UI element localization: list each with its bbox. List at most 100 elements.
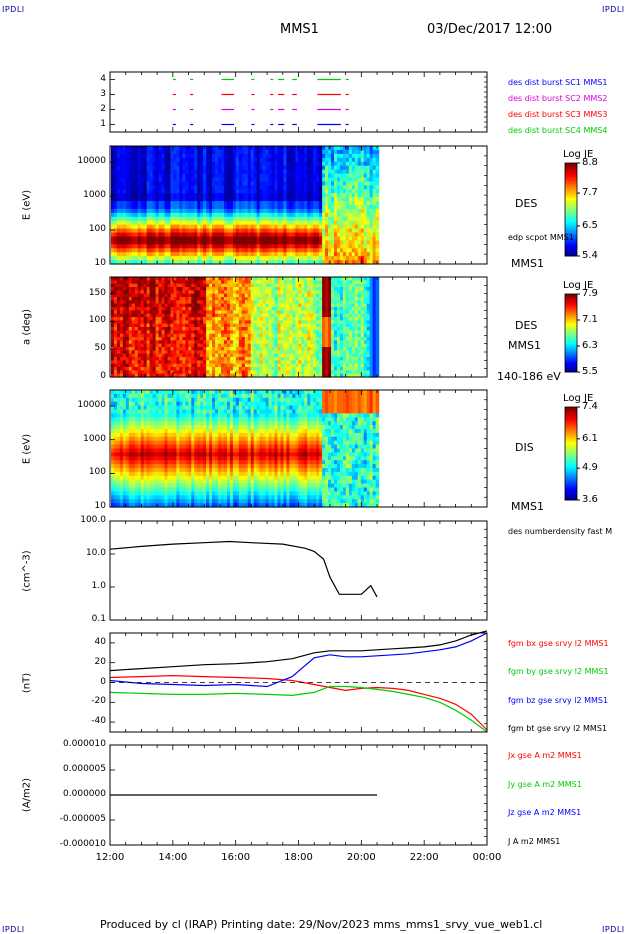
heatmap-cell bbox=[155, 248, 160, 253]
heatmap-cell bbox=[283, 208, 288, 214]
heatmap-cell bbox=[298, 220, 302, 226]
heatmap-cell bbox=[247, 353, 252, 358]
heatmap-cell bbox=[149, 353, 154, 358]
heatmap-cell bbox=[215, 340, 219, 345]
heatmap-cell bbox=[274, 256, 279, 261]
heatmap-cell bbox=[203, 283, 207, 288]
heatmap-cell bbox=[140, 323, 145, 328]
heatmap-cell bbox=[122, 220, 127, 226]
heatmap-cell bbox=[155, 173, 160, 179]
heatmap-cell bbox=[283, 244, 288, 249]
heatmap-cell bbox=[280, 201, 285, 206]
heatmap-cell bbox=[322, 220, 326, 226]
heatmap-cell bbox=[238, 153, 243, 159]
heatmap-cell bbox=[140, 287, 145, 291]
heatmap-cell bbox=[215, 169, 219, 175]
heatmap-cell bbox=[143, 256, 148, 261]
heatmap-cell bbox=[161, 224, 166, 230]
heatmap-cell bbox=[289, 146, 293, 151]
heatmap-cell bbox=[229, 208, 234, 214]
heatmap-cell bbox=[152, 350, 157, 355]
heatmap-cell bbox=[322, 244, 326, 249]
heatmap-cell bbox=[232, 287, 237, 291]
heatmap-cell bbox=[274, 287, 279, 291]
heatmap-cell bbox=[218, 343, 222, 348]
heatmap-cell bbox=[262, 307, 267, 311]
heatmap-cell bbox=[369, 197, 374, 202]
heatmap-cell bbox=[125, 333, 130, 338]
heatmap-cell bbox=[310, 220, 314, 226]
heatmap-cell bbox=[170, 220, 175, 226]
heatmap-cell bbox=[259, 340, 264, 345]
heatmap-cell bbox=[354, 193, 359, 198]
heatmap-cell bbox=[116, 208, 121, 214]
heatmap-cell bbox=[209, 353, 213, 358]
heatmap-cell bbox=[229, 228, 234, 234]
heatmap-cell bbox=[286, 307, 291, 311]
heatmap-cell bbox=[271, 165, 276, 171]
heatmap-cell bbox=[158, 228, 163, 234]
heatmap-cell bbox=[298, 290, 302, 295]
heatmap-cell bbox=[292, 201, 296, 206]
heatmap-cell bbox=[191, 220, 195, 226]
heatmap-cell bbox=[146, 169, 151, 175]
heatmap-cell bbox=[241, 300, 246, 305]
heatmap-cell bbox=[250, 232, 255, 238]
heatmap-cell bbox=[134, 293, 139, 298]
heatmap-cell bbox=[280, 232, 285, 238]
heatmap-cell bbox=[122, 350, 127, 355]
heatmap-cell bbox=[134, 297, 139, 301]
heatmap-cell bbox=[345, 216, 350, 222]
heatmap-cell bbox=[232, 185, 237, 190]
heatmap-cell bbox=[238, 173, 243, 179]
heatmap-cell bbox=[191, 185, 195, 190]
heatmap-cell bbox=[235, 260, 240, 265]
heatmap-cell bbox=[313, 201, 317, 206]
heatmap-cell bbox=[348, 169, 353, 175]
heatmap-cell bbox=[342, 205, 347, 210]
heatmap-cell bbox=[238, 236, 243, 241]
heatmap-cell bbox=[212, 232, 216, 238]
heatmap-cell bbox=[262, 165, 267, 171]
heatmap-cell bbox=[280, 357, 285, 361]
heatmap-cell bbox=[235, 317, 240, 321]
heatmap-cell bbox=[286, 350, 291, 355]
heatmap-cell bbox=[223, 208, 228, 214]
heatmap-cell bbox=[128, 317, 133, 321]
heatmap-cell bbox=[247, 208, 252, 214]
heatmap-cell bbox=[209, 189, 213, 194]
heatmap-cell bbox=[295, 333, 299, 338]
heatmap-cell bbox=[218, 287, 222, 291]
heatmap-cell bbox=[137, 353, 142, 358]
heatmap-cell bbox=[179, 287, 183, 291]
heatmap-cell bbox=[149, 280, 154, 285]
heatmap-cell bbox=[336, 146, 341, 151]
heatmap-cell bbox=[229, 370, 234, 375]
heatmap-cell bbox=[191, 177, 195, 182]
heatmap-cell bbox=[161, 236, 166, 241]
heatmap-cell bbox=[268, 373, 273, 378]
heatmap-cell bbox=[188, 173, 192, 179]
heatmap-cell bbox=[119, 280, 124, 285]
heatmap-cell bbox=[137, 256, 142, 261]
heatmap-cell bbox=[316, 216, 320, 222]
heatmap-cell bbox=[218, 320, 222, 325]
heatmap-cell bbox=[328, 193, 332, 198]
heatmap-cell bbox=[265, 201, 270, 206]
heatmap-cell bbox=[235, 205, 240, 210]
heatmap-cell bbox=[116, 317, 121, 321]
heatmap-cell bbox=[310, 197, 314, 202]
heatmap-cell bbox=[357, 228, 362, 234]
heatmap-cell bbox=[131, 169, 136, 175]
heatmap-cell bbox=[304, 307, 308, 311]
heatmap-cell bbox=[158, 313, 163, 318]
heatmap-cell bbox=[247, 157, 252, 163]
heatmap-cell bbox=[277, 185, 282, 190]
heatmap-cell bbox=[238, 310, 243, 315]
heatmap-cell bbox=[140, 177, 145, 182]
heatmap-cell bbox=[158, 353, 163, 358]
heatmap-cell bbox=[176, 146, 180, 151]
heatmap-cell bbox=[328, 252, 332, 257]
heatmap-cell bbox=[301, 212, 305, 218]
heatmap-cell bbox=[164, 343, 169, 348]
